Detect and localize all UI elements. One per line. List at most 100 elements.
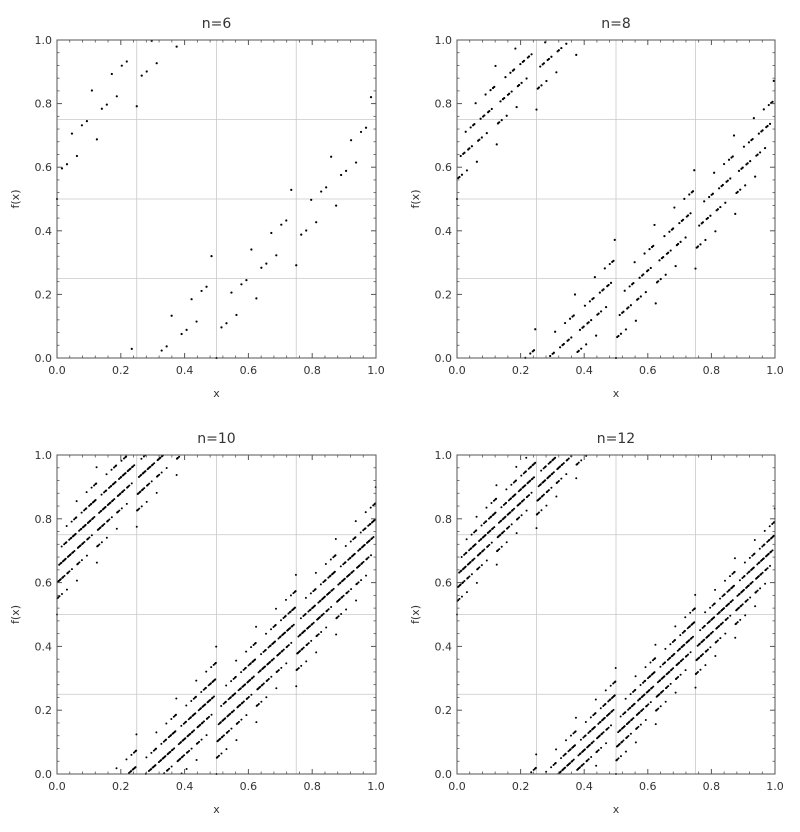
data-point <box>727 158 731 161</box>
plot-frame <box>56 454 377 775</box>
data-point <box>519 502 522 505</box>
data-point <box>662 255 665 259</box>
data-point <box>220 752 223 755</box>
data-point <box>490 541 493 544</box>
data-point <box>593 725 596 728</box>
data-point <box>530 53 533 56</box>
data-point <box>494 64 497 68</box>
data-point <box>463 151 466 154</box>
data-point <box>692 635 695 638</box>
data-point <box>479 551 482 554</box>
data-point <box>303 629 306 632</box>
data-point <box>144 470 147 473</box>
y-tick-label: 0.8 <box>435 513 453 526</box>
data-point <box>539 483 542 486</box>
data-point <box>100 509 103 512</box>
data-point <box>175 713 177 716</box>
data-point <box>693 169 696 172</box>
data-point <box>729 614 732 617</box>
x-tick-label: 0.4 <box>575 364 593 377</box>
data-point <box>235 659 238 662</box>
data-point <box>628 720 631 723</box>
data-point <box>644 679 647 682</box>
data-point <box>70 536 73 539</box>
data-point <box>599 720 602 723</box>
data-point <box>547 489 550 492</box>
y-axis-label: f(x) <box>409 190 422 209</box>
data-point <box>65 163 69 166</box>
data-point <box>498 548 501 551</box>
data-point <box>165 345 168 348</box>
data-point <box>684 669 687 672</box>
data-point <box>337 615 340 618</box>
data-point <box>533 476 536 479</box>
data-point <box>245 714 248 717</box>
y-tick-label: 1.0 <box>35 34 53 47</box>
x-tick-label: 0.8 <box>303 780 321 793</box>
data-point <box>242 700 245 703</box>
data-point <box>193 729 196 732</box>
data-point <box>275 687 278 690</box>
data-point <box>703 624 706 627</box>
data-point <box>724 579 726 582</box>
data-point <box>674 264 677 268</box>
data-point <box>484 534 487 537</box>
data-point <box>582 325 585 328</box>
data-point <box>260 653 263 656</box>
data-point <box>515 105 518 109</box>
data-point <box>509 511 512 514</box>
data-point <box>298 650 301 653</box>
scatter-points <box>56 454 377 775</box>
data-point <box>588 743 591 746</box>
data-point <box>362 560 365 563</box>
data-point <box>560 46 563 50</box>
data-point <box>98 543 101 546</box>
y-tick-label: 0.2 <box>35 288 53 301</box>
data-point <box>738 592 741 595</box>
data-point <box>718 625 721 628</box>
data-point <box>225 684 228 687</box>
data-point <box>170 765 173 768</box>
data-point <box>560 477 563 480</box>
data-point <box>684 616 687 619</box>
data-point <box>90 534 93 537</box>
data-point <box>105 103 108 106</box>
data-point <box>269 644 272 647</box>
data-point <box>250 693 253 696</box>
data-point <box>629 304 633 307</box>
data-point <box>644 291 647 294</box>
data-point <box>624 711 627 714</box>
data-point <box>528 494 531 497</box>
data-point <box>309 608 312 611</box>
data-point <box>544 465 547 468</box>
data-point <box>703 638 706 641</box>
data-point <box>701 221 705 224</box>
data-point <box>110 516 113 519</box>
data-point <box>657 280 660 283</box>
data-point <box>60 593 63 596</box>
data-point <box>741 166 744 169</box>
data-point <box>639 697 642 700</box>
data-point <box>300 664 303 667</box>
data-point <box>120 475 123 478</box>
data-point <box>582 762 585 765</box>
data-point <box>277 669 280 672</box>
data-point <box>120 459 123 462</box>
data-point <box>535 753 538 756</box>
data-point <box>115 95 118 98</box>
data-point <box>485 506 488 509</box>
data-point <box>99 526 102 529</box>
data-point <box>134 766 137 769</box>
data-point <box>559 346 562 349</box>
data-point <box>510 483 513 486</box>
data-point <box>310 639 313 642</box>
data-point <box>282 648 285 651</box>
data-point <box>529 479 532 482</box>
data-point <box>265 696 268 699</box>
data-point <box>694 267 697 270</box>
data-point <box>742 145 746 148</box>
data-point <box>668 670 671 673</box>
data-point <box>537 511 540 514</box>
chart-title: n=10 <box>197 431 235 447</box>
data-point <box>550 766 553 769</box>
